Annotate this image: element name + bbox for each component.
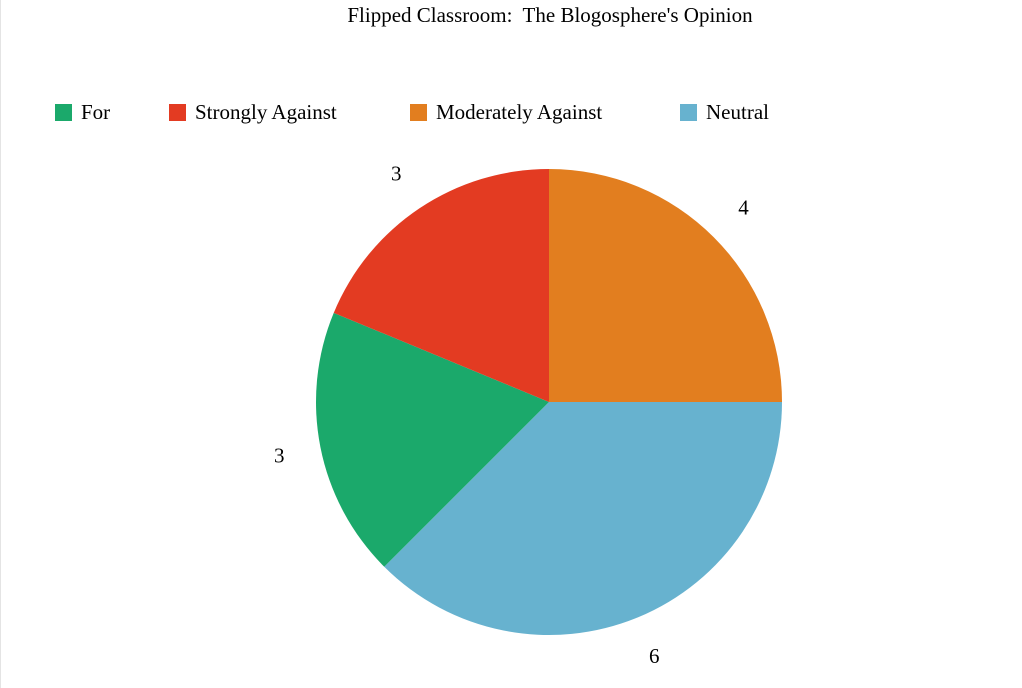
legend-swatch-neutral bbox=[680, 103, 697, 121]
slice-label-strongly-against: 3 bbox=[391, 161, 402, 185]
legend-swatch-moderately-against bbox=[410, 103, 427, 121]
pie-slices bbox=[315, 169, 782, 636]
chart-title: Flipped Classroom: The Blogosphere's Opi… bbox=[347, 3, 753, 27]
legend-label-neutral: Neutral bbox=[706, 99, 769, 124]
pie-slice-strongly-against[interactable] bbox=[333, 169, 549, 402]
legend-item-moderately-against[interactable]: Moderately Against bbox=[410, 98, 602, 126]
slice-label-for: 3 bbox=[274, 444, 285, 468]
pie-slice-labels: 4 6 3 3 bbox=[274, 161, 749, 668]
legend-swatch-for bbox=[55, 103, 72, 121]
legend-label-moderately-against: Moderately Against bbox=[436, 99, 603, 124]
pie-slice-for[interactable] bbox=[315, 312, 549, 567]
slice-label-moderately-against: 4 bbox=[738, 196, 749, 220]
slice-label-neutral: 6 bbox=[649, 644, 660, 668]
legend-label-for: For bbox=[81, 99, 111, 124]
pie-slice-moderately-against[interactable] bbox=[549, 169, 782, 402]
legend-swatch-strongly-against bbox=[169, 103, 186, 121]
legend-item-neutral[interactable]: Neutral bbox=[680, 98, 769, 126]
legend-label-strongly-against: Strongly Against bbox=[195, 99, 337, 124]
pie-slice-neutral[interactable] bbox=[384, 402, 782, 636]
legend-item-for[interactable]: For bbox=[55, 98, 110, 126]
left-border bbox=[0, 0, 1, 688]
legend-item-strongly-against[interactable]: Strongly Against bbox=[169, 98, 337, 126]
